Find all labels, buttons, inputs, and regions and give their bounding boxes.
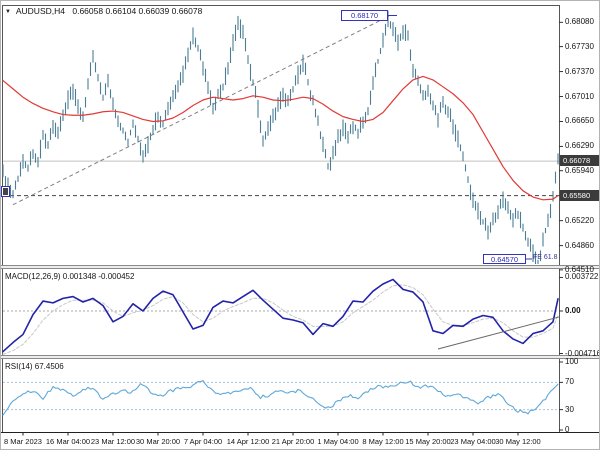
rsi-indicator-label: RSI(14) 67.4506 (5, 362, 64, 371)
ohlc-quote-text: 0.66058 0.66104 0.66039 0.66078 (72, 6, 203, 16)
macd-indicator-label: MACD(12,26,9) 0.001348 -0.000452 (5, 272, 135, 281)
time-tick-label: 23 May 04:00 (450, 437, 496, 446)
rsi-line (2, 380, 559, 416)
hline-level-badge: 0.65580 (560, 190, 599, 201)
time-tick-label: 1 May 04:00 (317, 437, 359, 446)
panel-separator-macd-rsi[interactable] (1, 355, 599, 359)
price-tick-label: 0.66650 (565, 116, 594, 126)
macd-signal-line (2, 284, 559, 355)
time-tick-label: 7 Apr 04:00 (183, 437, 223, 446)
macd-tick-label: 0.003722 (565, 272, 599, 282)
price-tick-label: 0.68080 (565, 17, 594, 27)
symbol-label: AUDUSD,H4 (15, 6, 65, 16)
current-price-badge: 0.66078 (560, 155, 599, 166)
time-tick-label: 30 May 12:00 (495, 437, 541, 446)
time-axis-border (1, 432, 599, 433)
price-tick-label: 0.64510 (565, 264, 594, 274)
price-tick-label: 0.66290 (565, 141, 594, 151)
time-tick-label: 14 Apr 12:00 (226, 437, 270, 446)
time-tick-label: 23 Mar 12:00 (90, 437, 136, 446)
price-tick-label: 0.65220 (565, 215, 594, 225)
trendline-anchor-box[interactable] (1, 186, 10, 197)
time-tick-label: 21 Apr 20:00 (271, 437, 315, 446)
anchor-glyph (3, 188, 8, 195)
macd-tick-label: 0.00 (565, 306, 581, 315)
rsi-tick-label: 70 (565, 377, 574, 387)
fibo-peak-label[interactable]: 0.68170 (341, 10, 388, 21)
price-tick-label: 0.65940 (565, 165, 594, 175)
time-tick-label: 15 May 20:00 (405, 437, 451, 446)
price-tick-label: 0.67730 (565, 41, 594, 51)
macd-main-line (2, 278, 559, 353)
time-tick-label: 30 Mar 20:00 (135, 437, 181, 446)
rsi-tick-label: 100 (565, 357, 579, 366)
macd-tick-label: -0.004716 (565, 348, 600, 358)
fibo-expansion-61-8-label[interactable]: FE 61.8 (533, 254, 558, 261)
time-tick-label: 8 May 12:00 (362, 437, 404, 446)
moving-average-line (2, 75, 559, 201)
price-tick-label: 0.67370 (565, 66, 594, 76)
time-tick-label: 16 Mar 04:00 (45, 437, 91, 446)
rsi-tick-label: 30 (565, 404, 574, 414)
fibo-target-label[interactable]: 0.64570 (483, 254, 526, 264)
chart-title-row: ▼ AUDUSD,H4 0.66058 0.66104 0.66039 0.66… (5, 6, 202, 16)
rsi-tick-label: 0 (565, 425, 570, 434)
price-tick-label: 0.67010 (565, 91, 594, 101)
time-tick-label: 8 Mar 2023 (4, 437, 42, 446)
symbol-dropdown-icon[interactable]: ▼ (5, 9, 11, 15)
panel-separator-main-macd[interactable] (1, 265, 599, 269)
price-tick-label: 0.64860 (565, 240, 594, 250)
